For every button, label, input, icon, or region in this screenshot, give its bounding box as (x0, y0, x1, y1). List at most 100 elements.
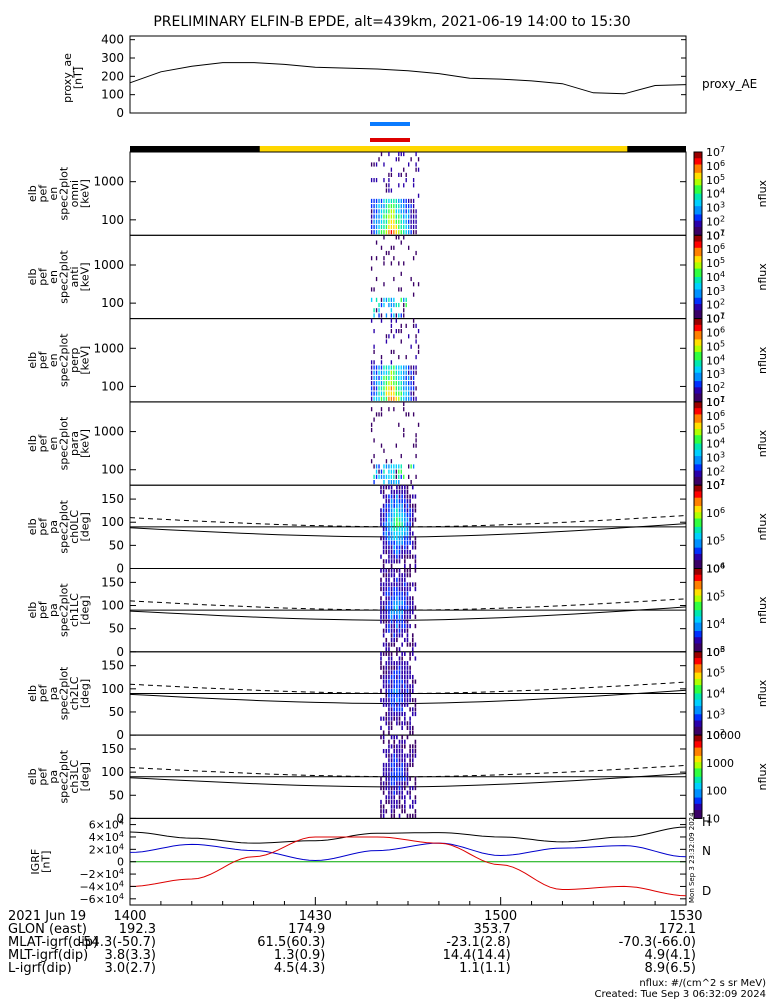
pa-spectrogram-pixel (411, 688, 414, 693)
axis-label-line: [keV] (78, 263, 91, 292)
colorbar-tick-label: 104 (706, 617, 725, 631)
pa-spectrogram-pixel (385, 781, 388, 786)
energy-spectrogram-pixel (385, 313, 388, 318)
energy-spectrogram-pixel (405, 323, 407, 328)
pa-spectrogram-pixel (409, 698, 411, 703)
energy-spectrogram-pixel (390, 329, 393, 334)
pa-spectrogram-pixel (396, 619, 398, 624)
colorbar-cell (694, 435, 702, 438)
pa-spectrogram-pixel (385, 647, 388, 652)
energy-spectrogram-pixel (412, 230, 415, 235)
pa-spectrogram-pixel (380, 489, 382, 494)
pa-spectrogram-pixel (396, 707, 398, 712)
pa-spectrogram-pixel (396, 721, 398, 726)
pa-spectrogram-pixel (406, 522, 409, 527)
pa-spectrogram-pixel (393, 772, 396, 777)
pa-spectrogram-pixel (380, 688, 382, 693)
pa-spectrogram-pixel (388, 508, 390, 513)
colorbar-cell (694, 414, 702, 417)
energy-spectrogram-pixel (393, 276, 395, 282)
energy-spectrogram-pixel (408, 396, 410, 401)
energy-spectrogram-pixel (398, 302, 400, 308)
pa-spectrogram-pixel (401, 790, 403, 795)
pa-spectrogram-pixel (396, 776, 398, 781)
energy-spectrogram-pixel (370, 162, 373, 167)
energy-spectrogram-pixel (405, 386, 407, 391)
igrf-ylabel: IGRF[nT] (29, 849, 53, 875)
pa-spectrogram-pixel (393, 744, 396, 749)
axis-label-line: pa (47, 770, 60, 784)
axis-label-line: nflux (756, 679, 769, 707)
energy-spectrogram-pixel (388, 297, 390, 302)
pa-spectrogram-pixel (406, 776, 409, 781)
energy-spectrogram-pixel (405, 412, 407, 417)
energy-spectrogram-pixel (390, 479, 393, 485)
energy-spectrogram-pixel (383, 282, 385, 287)
energy-spectrogram-pixel (412, 209, 415, 214)
pa-spectrogram-pixel (380, 804, 382, 809)
colorbar-cell (694, 249, 702, 253)
energy-spectrogram-pixel (385, 297, 388, 302)
colorbar-cell (694, 716, 702, 719)
energy-spectrogram-pixel (400, 396, 402, 401)
pa-spectrogram-pixel (396, 744, 398, 749)
colorbar-cell (694, 272, 702, 276)
pa-spectrogram-pixel (396, 596, 398, 601)
energy-spectrogram-pixel (408, 224, 410, 230)
pa-spectrogram-pixel (388, 536, 390, 541)
energy-spectrogram-pixel (398, 422, 400, 427)
energy-spectrogram-pixel (408, 204, 410, 209)
pa-spectrogram-pixel (390, 702, 393, 707)
energy-spectrogram-pixel (383, 365, 385, 370)
pa-spectrogram-pixel (388, 517, 390, 522)
energy-spectrogram-pixel (403, 235, 405, 240)
energy-spectrogram-pixel (403, 219, 405, 224)
pa-spectrogram-pixel (409, 665, 411, 670)
pa-spectrogram-pixel (414, 545, 417, 550)
pa-ytick-label: 0 (116, 811, 124, 825)
colorbar-cell (694, 451, 702, 455)
colorbar-cell (694, 722, 702, 726)
energy-spectrogram-pixel (403, 391, 405, 396)
energy-spectrogram-pixel (373, 178, 375, 183)
pa-spectrogram-pixel (411, 684, 414, 689)
pa-spectrogram-pixel (388, 753, 390, 758)
pa-spectrogram-pixel (404, 702, 406, 707)
pa-spectrogram-pixel (409, 651, 411, 656)
colorbar-cell (694, 724, 702, 728)
pa-spectrogram-pixel (385, 628, 388, 633)
pa-spectrogram-pixel (396, 684, 398, 689)
energy-spectrogram-pixel (398, 329, 400, 334)
energy-spectrogram-pixel (373, 391, 375, 396)
energy-spectrogram-pixel (380, 313, 383, 318)
proxy-ae-line (129, 62, 687, 95)
pa-spectrogram-pixel (396, 716, 398, 721)
colorbar-cell (694, 306, 702, 309)
pa-spectrogram-pixel (401, 540, 403, 545)
pa-spectrogram-pixel (409, 587, 411, 592)
colorbar-cell (694, 362, 702, 365)
pa-spectrogram-pixel (385, 600, 388, 606)
pa-spectrogram-pixel (414, 656, 417, 661)
pa-spectrogram-pixel (390, 642, 393, 647)
energy-spectrogram-pixel (383, 302, 385, 308)
pa-spectrogram-pixel (393, 665, 396, 670)
colorbar-cell (694, 810, 702, 813)
pa-spectrogram-pixel (388, 656, 390, 661)
energy-spectrogram-pixel (415, 453, 417, 459)
igrf-legend-item: H (702, 815, 711, 829)
energy-spectrogram-pixel (378, 302, 380, 308)
energy-spectrogram-pixel (375, 469, 378, 474)
energy-spectrogram-pixel (385, 204, 388, 209)
pa-spectrogram-pixel (398, 531, 401, 536)
footer-created: Created: Tue Sep 3 06:32:09 2024 (595, 989, 767, 1000)
energy-spectrogram-pixel (388, 464, 390, 469)
pa-spectrogram-pixel (388, 744, 390, 749)
pa-spectrogram-pixel (385, 614, 388, 619)
energy-spectrogram-pixel (393, 479, 395, 485)
colorbar-cell (694, 164, 702, 168)
colorbar-cell (694, 589, 702, 592)
pa-spectrogram-pixel (414, 795, 417, 800)
energy-spectrogram-pixel (390, 172, 393, 177)
pa-spectrogram-pixel (385, 665, 388, 670)
